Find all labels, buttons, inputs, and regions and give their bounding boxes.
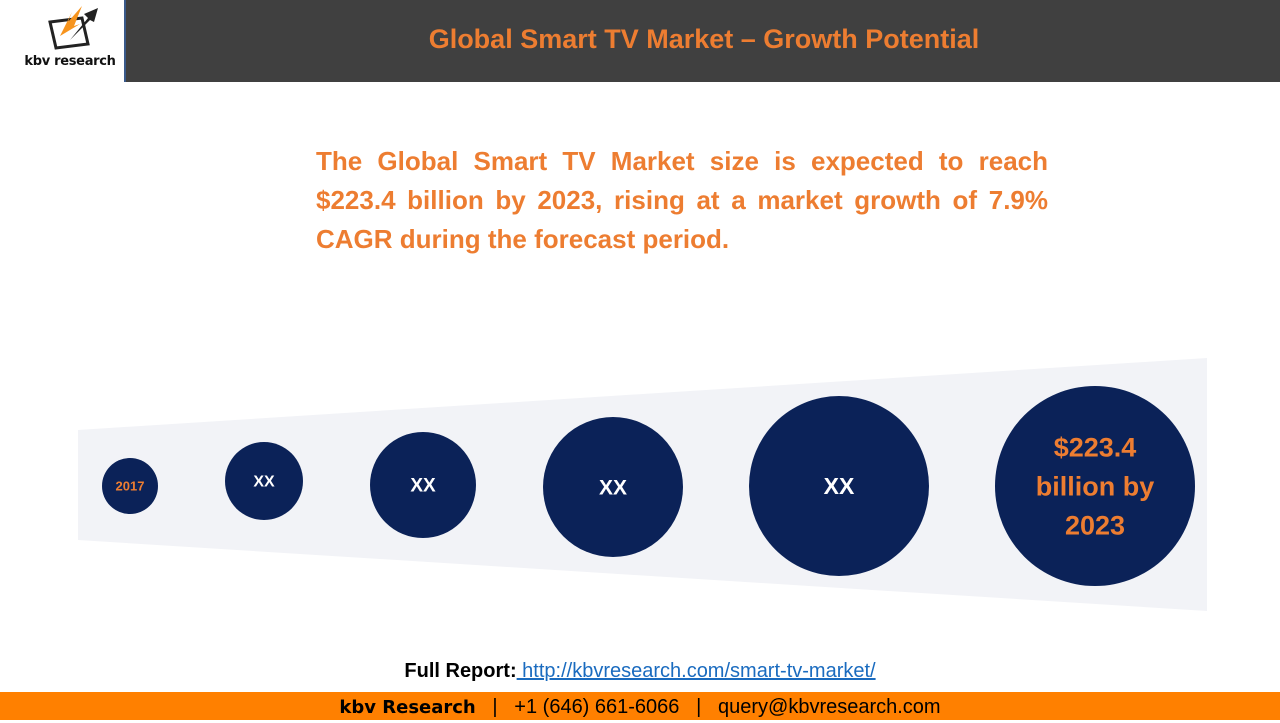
footer-brand: kbv Research [339, 697, 476, 718]
logo: kbv research [0, 0, 124, 82]
footer: kbv Research | +1 (646) 661-6066 | query… [0, 692, 1280, 720]
page-title: Global Smart TV Market – Growth Potentia… [428, 24, 980, 54]
full-report: Full Report: http://kbvresearch.com/smar… [0, 660, 1280, 683]
header: Global Smart TV Market – Growth Potentia… [124, 0, 1280, 82]
circle-label: XX [824, 473, 855, 499]
footer-email: query@kbvresearch.com [717, 696, 941, 718]
circle-label: XX [253, 474, 275, 491]
circle-label: billion by [1036, 471, 1155, 501]
growth-circle [749, 396, 929, 576]
logo-icon [48, 6, 98, 50]
circle-label: $223.4 [1054, 432, 1137, 462]
full-report-link[interactable]: http://kbvresearch.com/smart-tv-market/ [516, 660, 876, 682]
growth-circle [995, 386, 1195, 586]
growth-circle [543, 417, 683, 557]
logo-text: kbv research [24, 54, 116, 69]
circle-label: XX [599, 476, 627, 499]
circle-label: 2023 [1065, 511, 1125, 541]
lead-text: The Global Smart TV Market size is expec… [316, 146, 1048, 254]
growth-circle [102, 458, 158, 514]
growth-circle [370, 432, 476, 538]
growth-circle [225, 442, 303, 520]
circle-label: 2017 [116, 479, 145, 494]
circle-label: XX [410, 476, 436, 497]
footer-separator: | [492, 696, 498, 718]
full-report-label: Full Report: [404, 660, 517, 682]
footer-separator: | [696, 696, 702, 718]
footer-phone: +1 (646) 661-6066 [514, 696, 680, 718]
